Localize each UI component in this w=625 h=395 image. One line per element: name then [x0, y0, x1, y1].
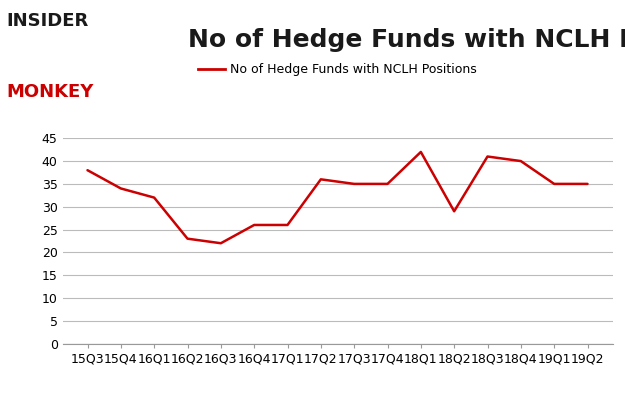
Text: No of Hedge Funds with NCLH Positions: No of Hedge Funds with NCLH Positions: [188, 28, 625, 52]
Text: INSIDER: INSIDER: [6, 12, 89, 30]
Legend: No of Hedge Funds with NCLH Positions: No of Hedge Funds with NCLH Positions: [193, 58, 482, 81]
Text: MONKEY: MONKEY: [6, 83, 94, 101]
